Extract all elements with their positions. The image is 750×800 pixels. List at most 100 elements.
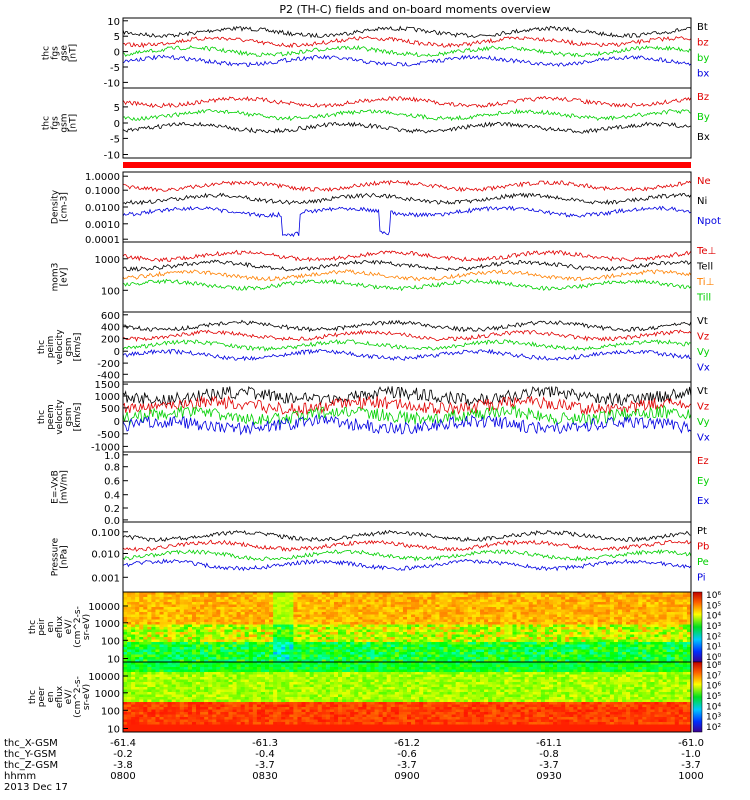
spectrogram-9 [123,592,692,663]
y-tick-label: 0 [114,347,120,358]
y-tick-label: -5 [110,63,120,74]
y-axis-label: fgs [51,46,61,60]
y-tick-label: 1000 [95,689,120,700]
y-tick-label: -1000 [91,442,120,453]
y-axis-label: thc [37,340,47,354]
y-tick-label: 10 [107,655,120,666]
panel-2: 5 0 -5 -10 thc fgs gsm [nT] Bz By Bx [42,87,710,162]
x-axis-row-label: thc_X-GSM [4,738,58,749]
y-tick-label: 600 [101,311,120,322]
colorbar [692,661,703,733]
legend-entry: Bx [697,132,710,143]
y-axis-label: gsm [60,113,70,132]
y-tick-label: 1000 [95,392,120,403]
colorbar-label: 10⁶ [706,591,721,601]
y-axis-label: peir [37,618,47,636]
colorbar-label: 10⁵ [706,692,721,702]
y-axis-label: eflux [55,685,65,708]
colorbar-label: 10³ [706,713,721,723]
legend-entry: Vt [697,316,708,327]
y-tick-label: 1.0000 [85,172,120,183]
legend-entry: Vz [697,402,709,413]
y-tick-label: 1000 [95,255,120,266]
x-tick-label: -0.4 [255,749,275,760]
series-line-Ni [122,192,692,206]
colorbar-label: 10² [706,632,721,642]
legend-entry: Vz [697,332,709,343]
series-line-Vz [122,395,692,417]
legend-entry: Ni [697,196,707,207]
y-axis-label: sr-eV) [82,684,92,710]
series-line-Vt [122,385,692,408]
panel-frame [122,661,692,733]
legend-entry: Vx [697,363,710,374]
legend-entry: Pi [697,573,706,584]
x-tick-label: 0900 [394,771,419,782]
series-line-Pt [122,529,692,543]
y-axis-label: gsm [64,337,74,356]
series-line-bz [122,35,692,49]
legend-entry: Te⊥ [696,246,716,257]
legend-entry: Npot [697,216,721,227]
y-axis-label: en [46,621,56,632]
y-tick-label: -5 [110,134,120,145]
x-axis-row-label: thc_Z-GSM [4,760,58,771]
spectrogram-10 [123,662,692,733]
y-tick-label: 10000 [88,602,120,613]
legend-entry: Vt [697,386,708,397]
panel-frame [122,451,692,523]
panel-frame [122,17,692,89]
y-tick-label: 0 [114,417,120,428]
date-label: 2013 Dec 17 [4,782,68,793]
y-tick-label: 0 [114,119,120,130]
y-axis-label: (cm^2-s- [73,676,83,718]
y-tick-label: 1000 [95,619,120,630]
y-tick-label: 100 [101,706,120,717]
y-axis-label: thc [28,620,38,634]
y-axis-label: E=-VxB [51,470,61,504]
y-axis-label: thc [37,410,47,424]
x-tick-label: -1.0 [681,749,701,760]
series-line-Vx [122,348,692,362]
y-tick-label: 10000 [88,672,120,683]
series-line-Pe [122,549,692,562]
x-tick-label: -3.7 [397,760,417,771]
series-line-By [122,108,692,122]
legend-entry: Ex [697,496,709,507]
y-tick-label: 0.0100 [85,203,120,214]
y-axis-label: velocity [55,399,65,435]
y-tick-label: -10 [104,151,120,162]
colorbar-label: 10⁶ [706,682,721,692]
series-line-Pb [122,539,692,552]
y-tick-label: 0.1000 [85,186,120,197]
series-line-Tell [122,259,692,272]
series-line-Pi [122,558,692,572]
y-tick-label: 100 [101,286,120,297]
y-axis-label: peem [46,404,56,430]
y-axis-label: velocity [55,329,65,365]
series-line-Vy [122,404,692,426]
series-line-Vt [122,319,692,333]
y-tick-label: 1500 [95,380,120,391]
y-axis-label: peim [46,336,56,359]
series-line-Bz [122,95,692,108]
y-tick-label: -400 [97,370,120,381]
series-line-Ne [122,179,692,193]
y-tick-label: 0.6 [104,477,120,488]
legend-entry: Bt [697,22,708,33]
y-tick-label: 100 [101,636,120,647]
colorbar-label: 10² [706,723,721,733]
series-line-Npot [122,205,692,238]
legend-entry: Pe [697,557,709,568]
legend-entry: Pt [697,526,707,537]
y-axis-label: thc [42,46,52,60]
y-tick-label: 10 [107,17,120,28]
legend-entry: Ey [697,476,709,487]
x-tick-label: -61.1 [536,738,562,749]
y-tick-label: -10 [104,78,120,89]
series-line-Bt [122,25,692,39]
series-line-by [122,45,692,58]
y-axis-label: mom3 [51,263,61,292]
